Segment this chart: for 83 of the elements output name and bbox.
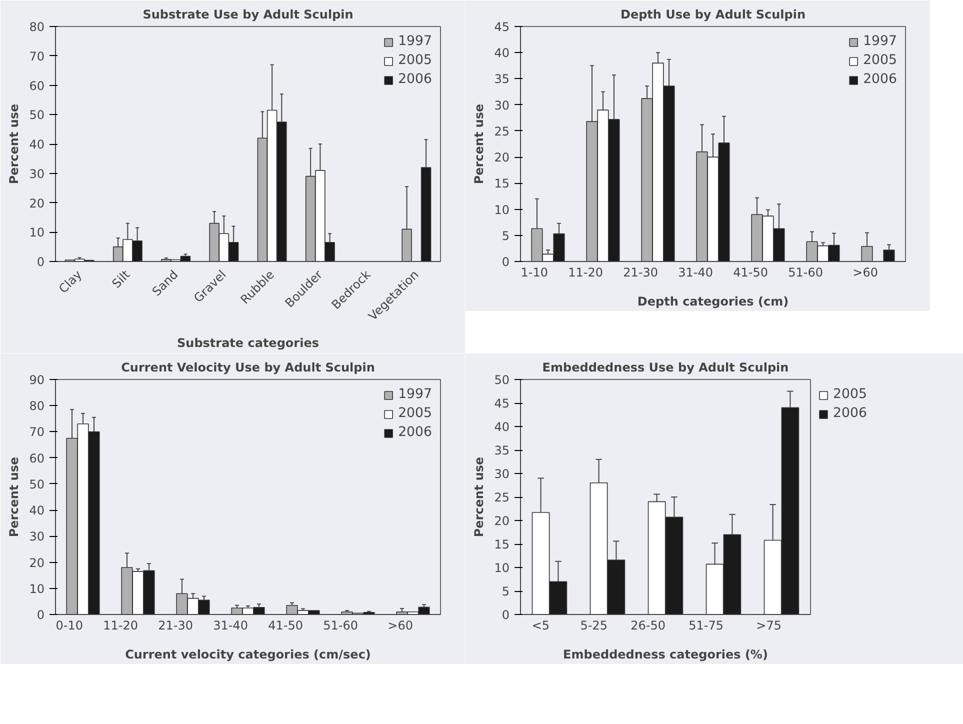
y-tick-label: 40 (29, 504, 45, 518)
legend-label: 1997 (398, 34, 432, 49)
legend-label: 1997 (398, 387, 432, 402)
chart-title: Current Velocity Use by Adult Sculpin (121, 360, 375, 374)
x-tick-label: 51-75 (688, 618, 724, 632)
x-tick-label: >60 (388, 618, 414, 632)
y-tick-label: 10 (494, 561, 510, 575)
y-tick-label: 10 (29, 582, 45, 596)
legend-label: 2006 (398, 425, 432, 440)
y-axis-title: Percent use (7, 456, 22, 538)
y-tick-label: 15 (494, 538, 510, 552)
y-tick-label: 40 (494, 46, 510, 60)
y-tick-label: 20 (494, 514, 510, 528)
y-tick-label: 50 (494, 373, 510, 387)
x-tick-label: >60 (852, 266, 878, 280)
y-tick-label: 0 (36, 608, 45, 622)
x-tick-label: 21-30 (623, 266, 658, 280)
y-tick-label: 80 (29, 399, 45, 414)
x-tick-label: 5-25 (580, 618, 608, 632)
y-tick-label: 40 (29, 138, 45, 152)
y-tick-label: 0 (36, 255, 45, 269)
y-tick-label: 70 (29, 49, 45, 64)
x-tick-label: 51-60 (788, 266, 824, 280)
y-tick-label: 15 (494, 176, 510, 191)
legend-label: 2005 (833, 387, 867, 402)
x-tick-label: <5 (532, 618, 550, 632)
legend-label: 2005 (863, 53, 897, 68)
y-tick-label: 0 (502, 608, 510, 622)
legend-label: 2006 (398, 72, 432, 87)
x-tick-label: Silt (109, 267, 133, 291)
x-tick-label: 41-50 (733, 266, 768, 280)
x-axis-title: Depth categories (cm) (637, 294, 789, 308)
x-axis-title: Current velocity categories (cm/sec) (125, 648, 371, 662)
y-tick-label: 30 (29, 166, 45, 181)
y-tick-label: 90 (29, 373, 45, 387)
y-tick-label: 20 (494, 150, 510, 165)
x-tick-label: 0-10 (56, 618, 83, 632)
x-tick-label: 11-20 (103, 618, 138, 632)
y-tick-label: 60 (29, 451, 45, 466)
legend-label: 2006 (833, 406, 867, 421)
x-tick-label: 51-60 (323, 618, 358, 632)
y-tick-label: 40 (494, 420, 510, 434)
legend-label: 2006 (863, 72, 897, 87)
x-tick-label: 31-40 (678, 266, 714, 280)
x-tick-label: 1-10 (520, 266, 548, 280)
y-axis-title: Percent use (472, 104, 486, 184)
y-tick-label: 20 (29, 196, 45, 210)
y-tick-label: 10 (494, 202, 510, 217)
y-tick-label: 50 (29, 477, 45, 492)
legend-label: 1997 (863, 34, 897, 49)
x-tick-label: 31-40 (213, 618, 248, 632)
x-axis-title: Substrate categories (177, 336, 319, 350)
y-tick-label: 35 (494, 444, 510, 458)
y-tick-label: 30 (494, 467, 510, 481)
y-tick-label: 0 (502, 255, 510, 269)
chart-title: Depth Use by Adult Sculpin (620, 8, 806, 22)
y-tick-label: 20 (29, 556, 45, 570)
y-tick-label: 25 (494, 124, 510, 138)
y-tick-label: 30 (29, 530, 45, 544)
legend-label: 2005 (398, 53, 432, 68)
y-tick-label: 70 (29, 425, 45, 440)
y-axis-title: Percent use (472, 456, 486, 538)
y-tick-label: 5 (502, 584, 510, 598)
legend-label: 2005 (398, 406, 432, 421)
chart-title: Embeddedness Use by Adult Sculpin (542, 360, 789, 374)
y-tick-label: 45 (494, 396, 510, 410)
y-tick-label: 25 (494, 490, 510, 504)
y-axis-title: Percent use (7, 104, 22, 184)
x-axis-title: Embeddedness categories (%) (563, 648, 768, 662)
y-tick-label: 50 (29, 108, 45, 122)
x-tick-label: 11-20 (568, 266, 604, 280)
y-tick-label: 60 (29, 78, 45, 93)
y-tick-label: 45 (494, 20, 510, 34)
y-tick-label: 5 (502, 228, 510, 243)
y-tick-label: 10 (29, 226, 45, 240)
y-tick-label: 80 (29, 20, 45, 34)
x-tick-label: 26-50 (630, 618, 666, 632)
x-tick-label: >75 (756, 618, 782, 632)
x-tick-label: 41-50 (268, 618, 304, 632)
y-tick-label: 35 (494, 72, 510, 86)
y-tick-label: 30 (494, 98, 510, 112)
x-tick-label: 21-30 (158, 618, 194, 632)
chart-title: Substrate Use by Adult Sculpin (142, 8, 354, 22)
